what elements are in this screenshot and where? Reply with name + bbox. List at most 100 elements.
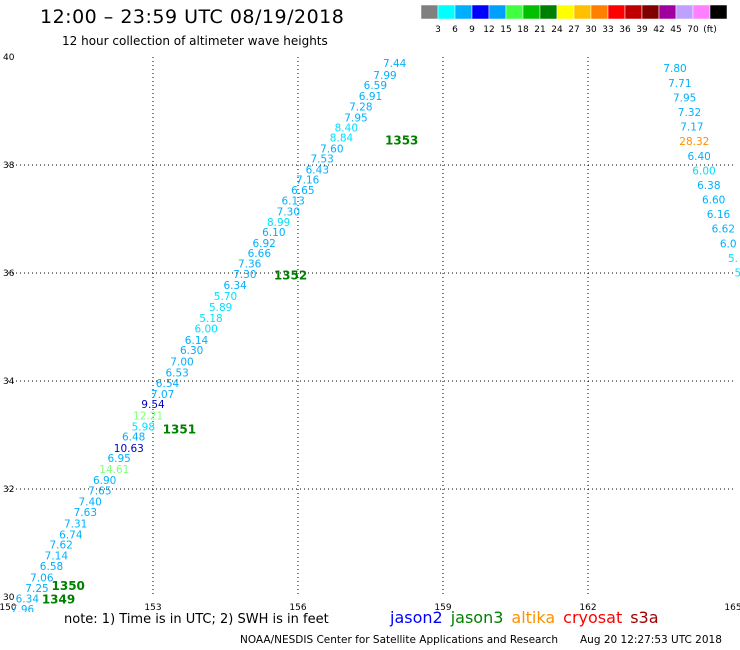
swh-label: 6.58 <box>40 561 63 573</box>
color-legend: 3 6 9 12 15 18 21 24 27 30 33 36 39 42 45 70 (ft) <box>421 5 728 35</box>
swh-label: 6.59 <box>364 80 387 92</box>
legend-label: 36 <box>619 25 631 35</box>
legend-label: 9 <box>469 25 475 35</box>
swh-label: 7.65 <box>88 486 111 498</box>
swh-label: 5.18 <box>199 313 222 325</box>
swh-label: 6.53 <box>165 367 188 379</box>
swh-label: 7.95 <box>344 112 367 124</box>
time-label: 1349 <box>42 593 75 607</box>
swh-label: 6.48 <box>122 432 145 444</box>
swh-label: 7.36 <box>238 258 262 270</box>
legend-label: 15 <box>500 25 511 35</box>
time-label: 1350 <box>52 579 85 593</box>
swh-label: 7.31 <box>64 519 87 531</box>
swh-label: 7.07 <box>151 389 174 401</box>
y-tick-label: 34 <box>3 377 15 387</box>
x-tick-label: 153 <box>144 603 161 612</box>
legend-label: (ft) <box>703 25 717 35</box>
swh-label: 9.54 <box>141 399 165 411</box>
legend-label: 45 <box>670 25 681 35</box>
swh-label: 6.00 <box>194 324 217 336</box>
x-tick-label: 162 <box>579 603 596 612</box>
swh-label: 6.92 <box>252 238 275 250</box>
swh-label: 5.98 <box>132 421 155 433</box>
swh-label: 8.99 <box>267 217 290 229</box>
swh-label: 6.40 <box>687 151 710 163</box>
swh-label: 7.44 <box>383 58 407 70</box>
swh-label: 6.34 <box>223 280 247 292</box>
swh-label: 5 <box>734 267 740 279</box>
swh-label: 6.14 <box>185 335 209 347</box>
footnote: note: 1) Time is in UTC; 2) SWH is in fe… <box>64 612 329 627</box>
generation-timestamp: Aug 20 12:27:53 UTC 2018 <box>580 634 722 646</box>
satellite-jason2: jason2 <box>390 608 443 627</box>
legend-label: 18 <box>517 25 529 35</box>
x-tick-label: 159 <box>434 603 451 612</box>
swh-label: 8.40 <box>335 123 358 135</box>
swh-label: 6.00 <box>692 165 715 177</box>
y-tick-label: 32 <box>3 485 14 495</box>
swh-label: 7.60 <box>320 143 343 155</box>
swh-label: 6.66 <box>248 248 272 260</box>
swh-label: 7.99 <box>373 70 396 82</box>
swh-label: 7.71 <box>668 78 691 90</box>
y-tick-label: 40 <box>3 53 15 63</box>
swh-label: 6.91 <box>359 91 382 103</box>
swh-label: 7.53 <box>310 154 333 166</box>
swh-label: 5. <box>728 253 738 265</box>
swh-label: 7.30 <box>233 269 256 281</box>
swh-label: 7.06 <box>30 573 54 585</box>
swh-label: 5.70 <box>214 291 237 303</box>
satellite-s3a: s3a <box>630 608 659 627</box>
legend-label: 21 <box>534 25 545 35</box>
y-tick-label: 36 <box>3 269 15 279</box>
legend-label: 24 <box>551 25 563 35</box>
swh-label: 6.43 <box>306 164 329 176</box>
swh-label: 7.25 <box>25 583 48 595</box>
swh-label: 6.62 <box>712 224 735 236</box>
time-label: 1353 <box>385 134 418 148</box>
swh-label: 6.0 <box>720 238 737 250</box>
page-title: 12:00 – 23:59 UTC 08/19/2018 <box>40 6 345 28</box>
legend-label: 12 <box>483 25 494 35</box>
swh-label: 7.80 <box>663 63 686 75</box>
swh-label: 5.89 <box>209 302 232 314</box>
credit-line: NOAA/NESDIS Center for Satellite Applica… <box>240 634 558 646</box>
swh-label: 6.90 <box>93 475 116 487</box>
swh-label: 7.32 <box>678 107 701 119</box>
swh-label: 6.38 <box>697 180 720 192</box>
legend-label: 33 <box>602 25 613 35</box>
swh-label: 7.28 <box>349 102 372 114</box>
swh-label: 7.14 <box>45 550 69 562</box>
swh-label: 6.74 <box>59 529 83 541</box>
swh-label: 6.60 <box>702 195 725 207</box>
legend-label: 70 <box>687 25 699 35</box>
swh-label: 7.95 <box>673 93 696 105</box>
swh-label: 12.21 <box>133 411 163 423</box>
time-label: 1352 <box>274 269 307 283</box>
swh-label: 6.65 <box>291 185 314 197</box>
x-tick-label: 156 <box>289 603 306 612</box>
swh-label: 28.32 <box>679 136 709 148</box>
swh-label: 6.13 <box>281 196 304 208</box>
legend-label: 3 <box>435 25 441 35</box>
satellite-cryosat: cryosat <box>563 608 623 627</box>
y-tick-label: 38 <box>3 161 15 171</box>
time-label: 1351 <box>163 423 196 437</box>
satellite-legend: jason2 jason3 altika cryosat s3a <box>390 608 667 627</box>
swh-label: 6.54 <box>156 378 180 390</box>
swh-label: 7.00 <box>170 357 193 369</box>
x-tick-label: 150 <box>0 603 17 612</box>
swh-label: 7.40 <box>78 496 101 508</box>
swh-label: 7.30 <box>277 206 300 218</box>
swh-label: 6.95 <box>107 453 130 465</box>
legend-label: 27 <box>568 25 579 35</box>
satellite-jason3: jason3 <box>450 608 504 627</box>
swh-label: 6.10 <box>262 227 285 239</box>
legend-label: 6 <box>452 25 458 35</box>
swh-label: 6.30 <box>180 345 203 357</box>
y-tick-label: 30 <box>3 593 15 603</box>
swh-label: 10.63 <box>114 443 144 455</box>
legend-label: 39 <box>636 25 648 35</box>
